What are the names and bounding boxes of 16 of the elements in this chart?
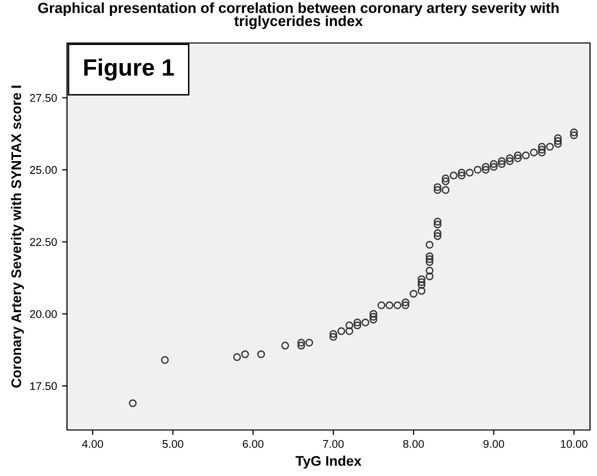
x-tick-label: 9.00 bbox=[483, 440, 504, 448]
x-axis-title: TyG Index bbox=[296, 456, 362, 469]
x-tick-label: 10.00 bbox=[560, 440, 588, 448]
annotation: Figure 1 bbox=[84, 58, 174, 81]
x-tick-label: 4.00 bbox=[82, 440, 104, 448]
y-axis-title: Coronary Artery Severity with SYNTAX score I bbox=[10, 86, 24, 388]
y-tick-label: 17.50 bbox=[30, 382, 57, 390]
y-tick-label: 22.50 bbox=[30, 238, 57, 246]
y-tick-label: 25.00 bbox=[30, 166, 57, 174]
y-tick-label: 20.00 bbox=[30, 310, 57, 318]
chart-title: Graphical presentation of correlation between coronary artery severity with triglycerides index bbox=[38, 2, 559, 30]
x-tick-label: 7.00 bbox=[323, 440, 344, 448]
x-tick-label: 6.00 bbox=[242, 440, 264, 448]
x-tick-label: 5.00 bbox=[162, 440, 184, 448]
x-tick-label: 8.00 bbox=[403, 440, 424, 448]
y-tick-label: 27.50 bbox=[30, 94, 57, 102]
